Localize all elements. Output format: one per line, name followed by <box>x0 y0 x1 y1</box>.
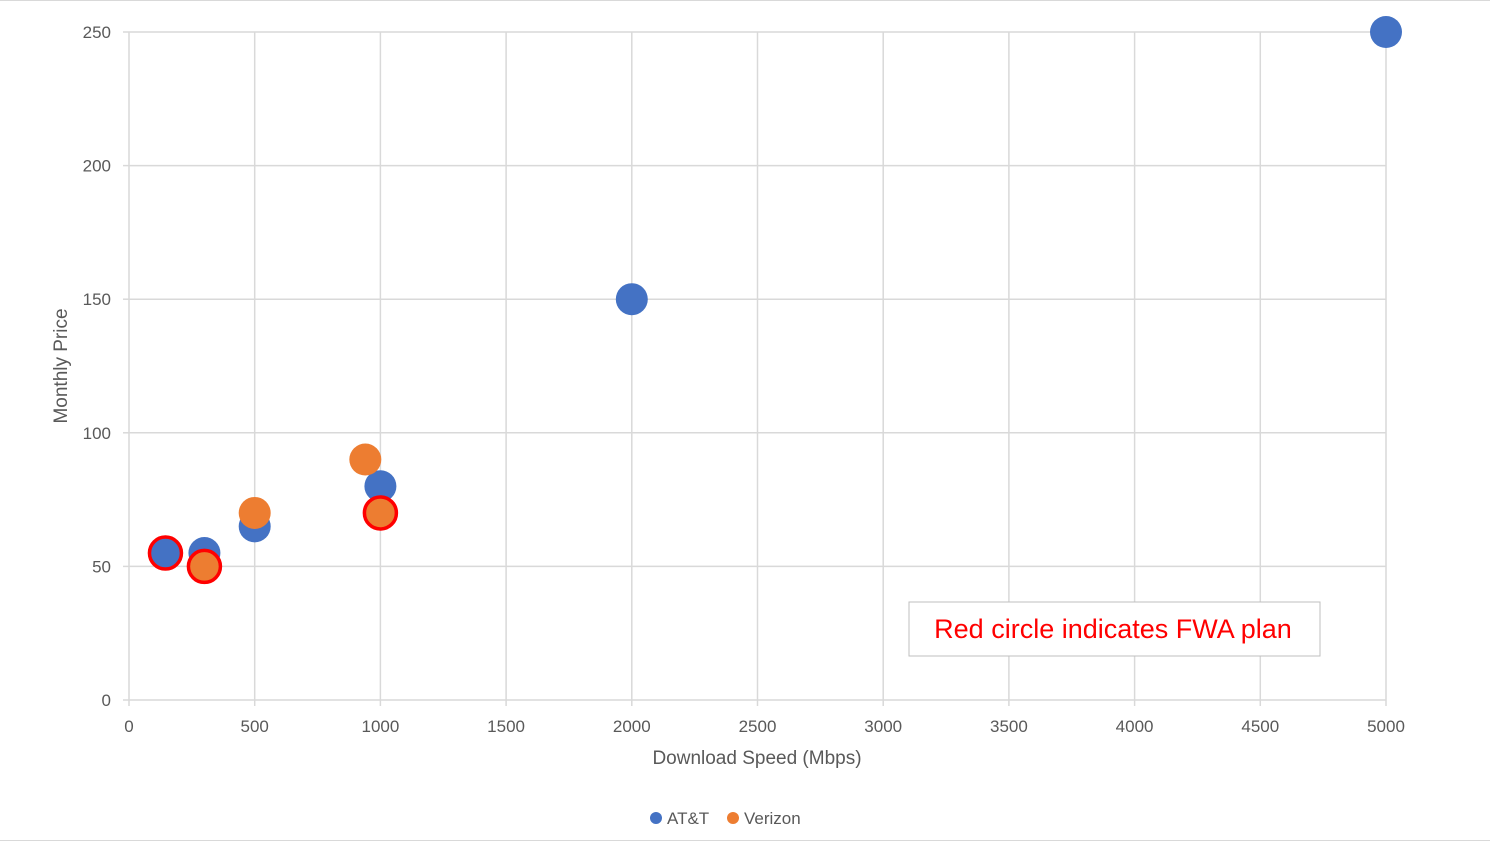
x-tick-label: 4500 <box>1241 717 1279 736</box>
data-point-verizon <box>238 496 271 529</box>
annotation-frame <box>908 601 1321 657</box>
x-tick-label: 1500 <box>487 717 525 736</box>
x-tick-label: 500 <box>241 717 269 736</box>
y-tick-label: 0 <box>102 691 111 710</box>
y-tick-label: 100 <box>83 424 111 443</box>
x-tick-label: 1000 <box>361 717 399 736</box>
x-axis-ticks: 0 500 1000 1500 2000 2500 3000 3500 4000 4500 5000 <box>124 700 1405 736</box>
x-tick-label: 4000 <box>1116 717 1154 736</box>
data-point-att <box>364 470 397 503</box>
data-point-verizon-fwa <box>186 548 223 585</box>
x-tick-label: 3000 <box>864 717 902 736</box>
x-tick-label: 2000 <box>613 717 651 736</box>
x-axis-title: Download Speed (Mbps) <box>652 748 861 769</box>
legend-label-att: AT&T <box>667 809 709 828</box>
y-tick-label: 150 <box>83 290 111 309</box>
y-tick-label: 250 <box>83 23 111 42</box>
data-point-att <box>615 283 648 316</box>
x-tick-label: 0 <box>124 717 133 736</box>
annotation-box: Red circle indicates FWA plan <box>908 601 1321 657</box>
gridlines <box>128 31 1387 701</box>
x-tick-label: 2500 <box>739 717 777 736</box>
legend-marker-att <box>650 812 662 824</box>
data-points <box>147 16 1402 585</box>
x-tick-label: 3500 <box>990 717 1028 736</box>
x-tick-label: 5000 <box>1367 717 1405 736</box>
data-point-verizon-fwa <box>362 495 399 531</box>
annotation-text: Red circle indicates FWA plan <box>934 614 1292 644</box>
data-point-verizon <box>349 443 382 476</box>
data-point-att <box>1370 16 1402 48</box>
legend-marker-verizon <box>727 812 739 824</box>
data-point-att-fwa <box>147 535 184 571</box>
legend-label-verizon: Verizon <box>744 809 801 828</box>
y-axis-title: Monthly Price <box>51 308 72 423</box>
y-axis-ticks: 0 50 100 150 200 250 <box>83 23 129 710</box>
y-tick-label: 50 <box>92 557 111 576</box>
y-tick-label: 200 <box>83 157 111 176</box>
legend: AT&T Verizon <box>650 809 801 828</box>
